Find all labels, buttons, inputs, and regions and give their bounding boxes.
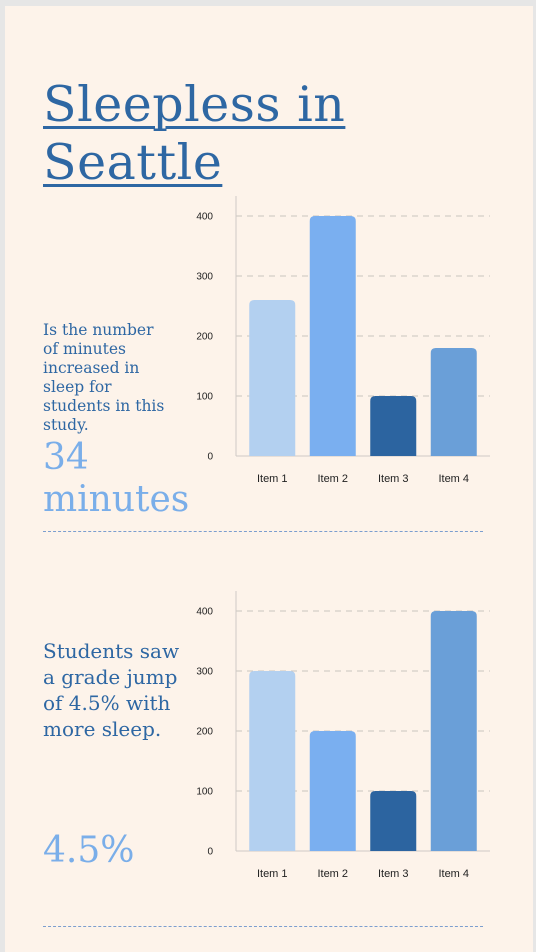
x-category-label: Item 3 [378,868,409,880]
section1-caption: Is the number of minutes increased in sl… [43,321,165,434]
bar-item-1 [249,671,296,851]
y-tick-label: 400 [196,212,213,223]
page-title: Sleepless in Seattle [43,76,346,191]
y-tick-label: 300 [196,272,213,283]
bar-item-4 [430,348,477,456]
y-tick-label: 200 [196,727,213,738]
x-category-label: Item 1 [257,868,288,880]
section-divider [43,531,483,532]
chart-minutes-bar: 0 100 200 300 400 Item 1 Item 2 Item 3 Item 4 [196,196,490,485]
chart-grades-bar: 0 100 200 300 400 Item 1 Item 2 Item 3 Item 4 [196,591,490,880]
y-tick-label: 200 [196,332,213,343]
y-tick-label: 400 [196,607,213,618]
y-tick-label: 100 [196,392,213,403]
bar-item-3 [370,396,417,456]
section-divider-bottom [43,926,483,927]
x-category-label: Item 1 [257,473,288,485]
section2-caption: Students saw a grade jump of 4.5% with m… [43,639,180,741]
bar-item-4 [430,611,477,851]
section1-stat: 34 minutes [43,437,190,520]
y-tick-label: 300 [196,667,213,678]
x-category-label: Item 3 [378,473,409,485]
section2-stat: 4.5% [43,830,135,871]
y-tick-label: 0 [207,452,213,463]
bar-item-2 [309,216,356,456]
y-tick-label: 0 [207,847,213,858]
bar-item-2 [309,731,356,851]
y-tick-label: 100 [196,787,213,798]
x-category-label: Item 4 [438,868,469,880]
bar-item-1 [249,300,296,456]
x-category-label: Item 2 [317,868,348,880]
x-category-label: Item 2 [317,473,348,485]
x-category-label: Item 4 [438,473,469,485]
bar-item-3 [370,791,417,851]
